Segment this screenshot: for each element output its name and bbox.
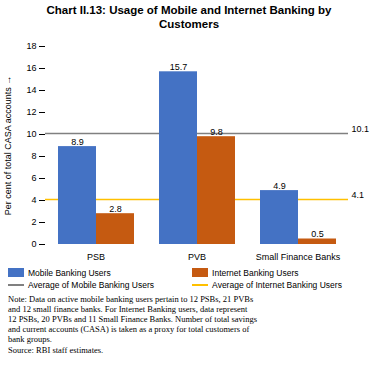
html-text:Average of Mobile Banking User: Average of Mobile Banking Users <box>28 279 154 290</box>
svg-text:18: 18 <box>26 41 36 51</box>
svg-text:Per cent of total CASA account: Per cent of total CASA accounts → <box>3 75 13 215</box>
html-text:Mobile Banking Users: Mobile Banking Users <box>28 267 111 278</box>
svg-text:16: 16 <box>26 63 36 73</box>
svg-text:12: 12 <box>26 107 36 117</box>
svg-text:15.7: 15.7 <box>170 61 188 71</box>
svg-text:6: 6 <box>31 173 36 183</box>
svg-text:14: 14 <box>26 85 36 95</box>
html-text:Internet Banking Users: Internet Banking Users <box>212 267 299 278</box>
svg-text:10.1: 10.1 <box>352 124 370 134</box>
svg-text:4: 4 <box>31 195 36 205</box>
html-text:Average of Internet Banking Us: Average of Internet Banking Users <box>212 279 342 290</box>
svg-text:4.1: 4.1 <box>352 190 365 200</box>
svg-text:4.9: 4.9 <box>273 180 286 190</box>
svg-text:PSB: PSB <box>87 251 105 261</box>
svg-text:2: 2 <box>31 217 36 227</box>
svg-text:Small Finance Banks: Small Finance Banks <box>256 251 341 261</box>
svg-text:9.8: 9.8 <box>210 126 223 136</box>
html-text:Chart II.13: Usage of Mobile a: Chart II.13: Usage of Mobile and Interne… <box>46 4 332 30</box>
svg-text:2.8: 2.8 <box>109 203 122 213</box>
html-text:Note: Data on active mobile ba: Note: Data on active mobile banking user… <box>8 293 257 355</box>
svg-text:0: 0 <box>31 239 36 249</box>
svg-text:0.5: 0.5 <box>311 229 324 239</box>
svg-text:8.9: 8.9 <box>71 136 84 146</box>
svg-text:PVB: PVB <box>188 251 206 261</box>
svg-text:10: 10 <box>26 129 36 139</box>
svg-text:8: 8 <box>31 151 36 161</box>
